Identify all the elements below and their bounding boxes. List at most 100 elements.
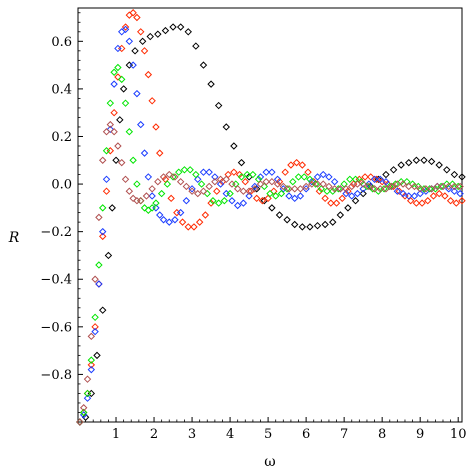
x-tick-label: 5 xyxy=(264,427,272,442)
data-point xyxy=(207,80,215,88)
data-point xyxy=(110,80,118,88)
data-point xyxy=(422,185,430,193)
x-tick-label: 8 xyxy=(378,427,386,442)
data-point xyxy=(233,201,242,210)
data-point xyxy=(251,185,259,193)
data-point xyxy=(102,147,111,155)
data-point xyxy=(95,261,103,269)
data-point xyxy=(81,413,90,421)
plot-frame xyxy=(77,7,463,423)
data-point xyxy=(342,185,350,193)
data-point xyxy=(330,185,339,193)
data-point xyxy=(435,161,443,169)
data-point xyxy=(387,182,396,191)
data-point xyxy=(294,173,303,181)
data-point xyxy=(252,185,261,193)
data-point xyxy=(410,192,419,200)
data-point xyxy=(456,182,464,191)
data-point xyxy=(176,23,185,31)
data-point xyxy=(365,182,373,191)
y-tick-label: 0.4 xyxy=(51,82,72,97)
data-point xyxy=(291,194,299,203)
data-point xyxy=(256,180,265,188)
data-point xyxy=(154,30,162,38)
data-point xyxy=(91,327,99,336)
data-point xyxy=(329,218,337,226)
data-point xyxy=(99,306,107,314)
data-point xyxy=(348,192,356,200)
data-point xyxy=(133,13,141,22)
data-point xyxy=(336,211,345,219)
data-point xyxy=(129,156,137,164)
data-point xyxy=(114,142,122,150)
data-point xyxy=(106,125,115,134)
data-point xyxy=(325,182,333,191)
data-point xyxy=(182,182,191,191)
data-point xyxy=(418,199,426,207)
data-point xyxy=(121,25,130,34)
x-tick-label: 2 xyxy=(150,427,158,442)
data-point xyxy=(129,9,137,17)
data-point xyxy=(180,166,189,174)
data-point xyxy=(289,177,297,186)
x-tick-label: 1 xyxy=(112,427,120,442)
data-point xyxy=(298,161,307,169)
data-point xyxy=(226,189,234,198)
y-tick-label: −0.8 xyxy=(40,368,72,383)
x-tick-label: 6 xyxy=(302,427,310,442)
data-point xyxy=(230,142,238,150)
data-point xyxy=(393,187,402,195)
data-point xyxy=(351,197,360,205)
data-point xyxy=(144,70,153,79)
data-point xyxy=(452,199,461,207)
data-point xyxy=(279,182,288,191)
data-point xyxy=(112,156,120,164)
data-point xyxy=(83,389,92,398)
data-point xyxy=(129,61,137,69)
data-point xyxy=(216,175,225,184)
data-point xyxy=(79,404,88,412)
y-tick-label: 0.2 xyxy=(51,130,72,145)
data-point xyxy=(344,204,352,212)
data-point xyxy=(410,182,419,191)
data-point xyxy=(159,173,168,181)
y-tick-label: 0.0 xyxy=(51,178,72,193)
data-point xyxy=(327,199,335,207)
data-point xyxy=(138,37,147,46)
data-point xyxy=(291,220,299,229)
data-point xyxy=(266,189,274,198)
data-point xyxy=(133,197,141,205)
data-point xyxy=(376,175,384,184)
data-point xyxy=(171,216,179,224)
data-point xyxy=(405,192,413,200)
data-point xyxy=(321,220,329,229)
data-point xyxy=(205,168,213,176)
data-point xyxy=(201,211,210,219)
data-point xyxy=(450,182,459,191)
data-point xyxy=(137,197,145,205)
data-point xyxy=(125,187,134,195)
data-point xyxy=(114,44,122,53)
data-point xyxy=(424,197,432,205)
data-point xyxy=(285,185,293,193)
data-point xyxy=(203,189,211,198)
data-point xyxy=(118,28,126,36)
data-point xyxy=(144,173,153,181)
data-point xyxy=(99,232,107,241)
data-point xyxy=(370,175,379,184)
data-point xyxy=(308,180,316,188)
data-point xyxy=(199,168,208,176)
data-point xyxy=(110,68,118,76)
data-point xyxy=(131,47,139,55)
data-point xyxy=(79,408,88,417)
data-point xyxy=(249,170,257,179)
data-point xyxy=(313,173,322,181)
data-point xyxy=(110,108,118,117)
data-point xyxy=(184,28,192,36)
series-2 xyxy=(76,9,466,426)
data-point xyxy=(348,182,356,191)
data-point xyxy=(104,251,113,260)
data-point xyxy=(233,185,242,193)
data-point xyxy=(95,213,103,222)
data-point xyxy=(133,180,141,188)
